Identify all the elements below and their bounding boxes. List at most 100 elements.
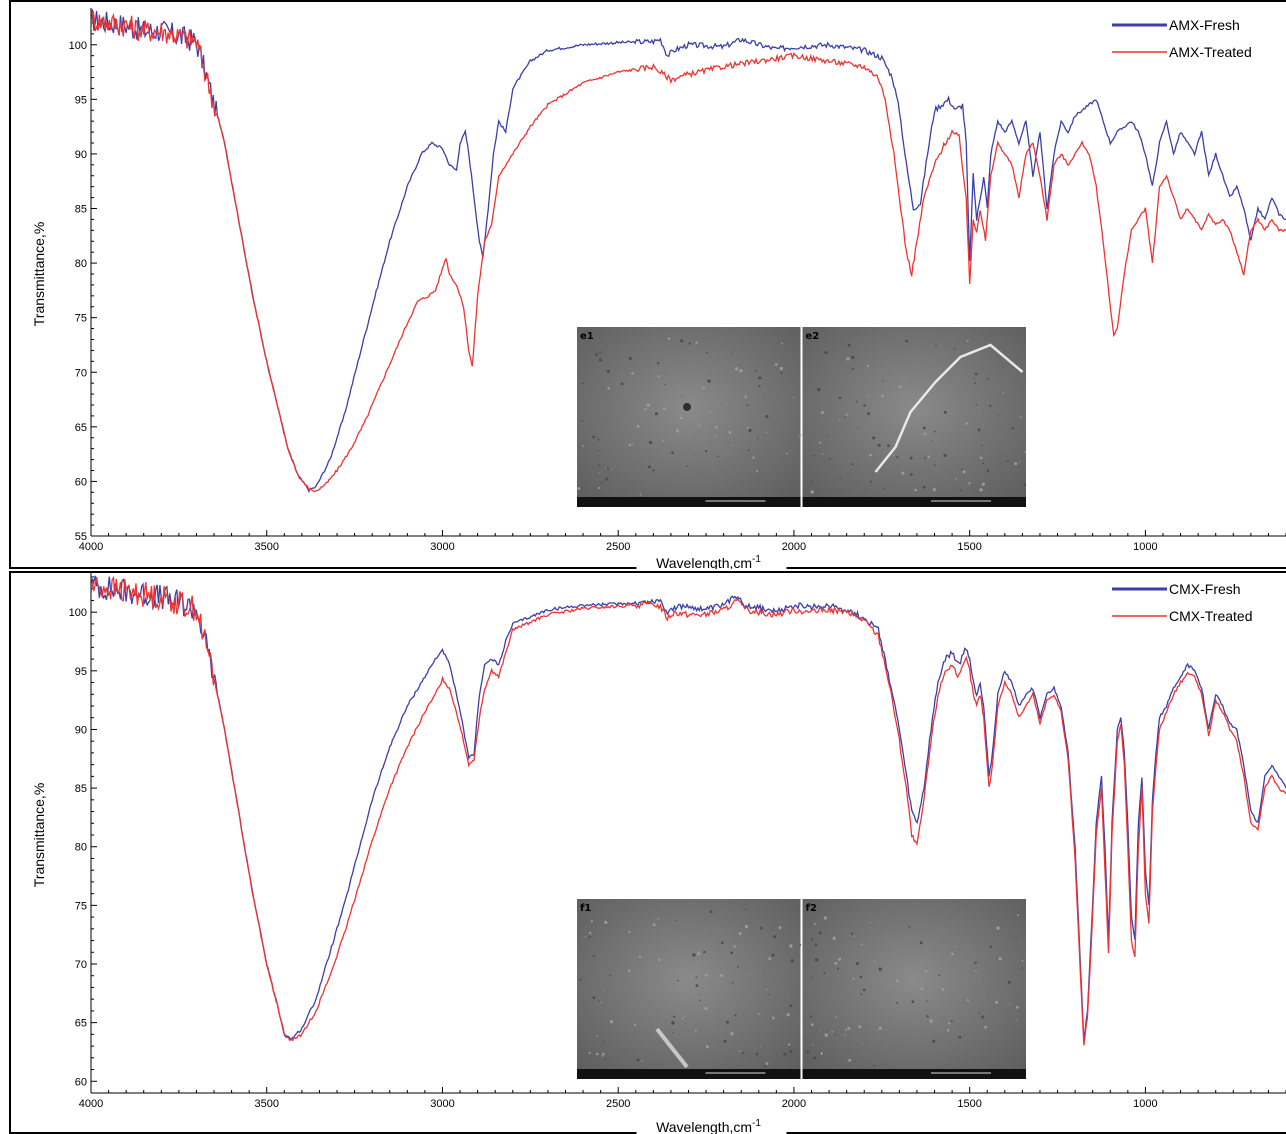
sem-speckle: [636, 1058, 640, 1062]
sem-speckle: [866, 364, 869, 368]
sem-speckle: [834, 1034, 836, 1036]
sem-speckle: [987, 378, 989, 381]
sem-speckle: [835, 1016, 838, 1018]
sem-speckle: [855, 400, 858, 403]
x-tick-label: 3500: [254, 541, 278, 553]
sem-speckle: [893, 454, 895, 456]
sem-speckle: [966, 999, 970, 1002]
sem-speckle: [786, 1013, 790, 1017]
sem-speckle: [823, 972, 826, 975]
x-tick-label: 2500: [606, 1098, 630, 1110]
sem-speckle: [596, 973, 597, 975]
sem-speckle: [675, 920, 677, 922]
sem-speckle: [704, 1006, 708, 1011]
sem-speckle: [633, 1023, 637, 1026]
chart-panel-cmx: 60 65 70 75 80 85 90 95 100 4000 3500 3000 2500 2000 1…: [0, 571, 1286, 1134]
sem-speckle: [979, 456, 983, 460]
sem-speckle: [715, 426, 718, 429]
sem-speckle: [870, 480, 872, 483]
sem-speckle: [1021, 1030, 1023, 1032]
sem-speckle: [759, 1046, 761, 1048]
sem-inset: e1 e2: [577, 327, 1027, 507]
y-tick-label: 70: [75, 959, 87, 971]
sem-speckle: [788, 1043, 791, 1046]
sem-speckle: [961, 468, 963, 471]
sem-speckle: [697, 952, 701, 956]
sem-speckle: [752, 456, 755, 459]
sem-speckle: [726, 1020, 729, 1024]
y-tick-label: 85: [75, 204, 87, 216]
sem-speckle: [989, 404, 992, 407]
sem-speckle: [596, 1035, 598, 1037]
sem-speckle: [756, 470, 758, 473]
sem-speckle: [789, 1049, 793, 1053]
sem-speckle: [844, 1028, 847, 1031]
sem-speckle: [588, 1051, 591, 1054]
sem-speckle: [847, 1026, 851, 1030]
y-tick-label: 55: [75, 531, 87, 543]
sem-speckle: [828, 457, 831, 460]
sem-speckle: [939, 367, 941, 369]
sem-speckle: [1015, 1019, 1017, 1021]
sem-speckle: [858, 1025, 862, 1029]
sem-speckle: [846, 357, 850, 361]
y-tick-label: 85: [75, 783, 87, 795]
y-tick-label: 80: [75, 258, 87, 270]
sem-speckle: [607, 387, 610, 390]
sem-speckle: [705, 403, 707, 405]
sem-speckle: [639, 493, 642, 496]
y-tick-label: 60: [75, 1076, 87, 1088]
sem-speckle: [633, 455, 635, 457]
sem-speckle: [901, 471, 905, 475]
sem-speckle: [1007, 980, 1011, 984]
sem-speckle: [598, 358, 602, 362]
sem-crack: [874, 343, 1024, 473]
sem-speckle: [962, 470, 966, 474]
sem-speckle: [911, 1000, 915, 1003]
sem-speckle: [847, 343, 851, 347]
sem-speckle: [989, 945, 993, 948]
y-tick-label: 75: [75, 900, 87, 912]
sem-speckle: [649, 440, 653, 445]
sem-speckle: [605, 468, 607, 470]
sem-speckle: [848, 1058, 852, 1062]
sem-speckle: [909, 456, 913, 460]
sem-speckle: [598, 487, 601, 489]
sem-speckle: [877, 443, 881, 447]
sem-speckle: [592, 996, 596, 1000]
sem-speckle: [652, 923, 656, 927]
sem-speckle: [599, 337, 601, 338]
sem-speckle: [845, 413, 848, 416]
sem-speckle: [838, 396, 842, 400]
sem-image-label: e2: [806, 331, 820, 342]
sem-speckle: [695, 976, 698, 979]
sem-speckle: [705, 1045, 709, 1049]
sem-speckle: [963, 1034, 966, 1036]
sem-speckle: [851, 368, 854, 370]
x-label-backdrop: [636, 1118, 787, 1134]
sem-scale-bar: [577, 1069, 801, 1079]
sem-speckle: [602, 1052, 605, 1056]
sem-speckle: [809, 1015, 813, 1018]
sem-speckle: [995, 1000, 998, 1004]
sem-speckle: [806, 1050, 810, 1054]
sem-speckle: [662, 407, 666, 411]
sem-speckle: [878, 1026, 882, 1030]
sem-speckle: [680, 416, 683, 420]
sem-speckle: [628, 443, 632, 447]
x-axis-label: Wavelength,cm-1: [656, 554, 761, 569]
sem-speckle: [813, 454, 816, 457]
sem-speckle: [657, 918, 659, 920]
sem-speckle: [909, 473, 913, 476]
sem-speckle: [834, 962, 838, 965]
sem-speckle: [861, 1043, 863, 1045]
sem-image-label: f2: [806, 903, 817, 914]
sem-speckle: [851, 355, 855, 359]
sem-speckle: [673, 1015, 676, 1018]
x-tick-label: 1500: [957, 1098, 981, 1110]
sem-speckle: [938, 974, 941, 977]
sem-speckle: [735, 367, 739, 371]
sem-speckle: [889, 985, 892, 988]
sem-speckle: [873, 960, 876, 962]
sem-speckle: [737, 966, 739, 968]
